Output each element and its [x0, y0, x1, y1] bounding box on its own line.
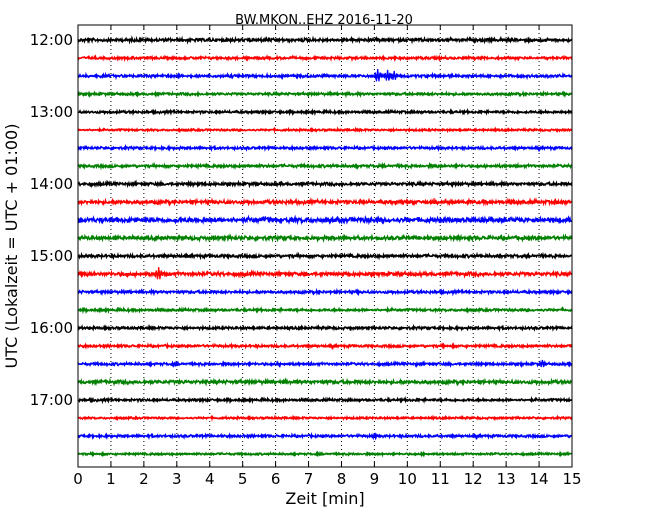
trace-1430 — [77, 214, 573, 226]
event-spike — [154, 266, 163, 280]
trace-1700 — [77, 395, 573, 405]
x-tick-label: 4 — [205, 470, 215, 488]
y-tick-label: 16:00 — [30, 319, 73, 337]
trace-1730 — [77, 431, 573, 441]
trace-1245 — [77, 89, 573, 99]
x-tick-label: 8 — [337, 470, 347, 488]
grid-lines — [110, 25, 540, 467]
trace-1330 — [77, 143, 573, 153]
trace-1230 — [77, 71, 573, 81]
seismic-traces — [77, 35, 573, 458]
x-tick-label: 5 — [238, 470, 248, 488]
x-tick-label: 9 — [370, 470, 380, 488]
x-tick-label: 2 — [139, 470, 149, 488]
trace-1315 — [77, 126, 573, 134]
y-axis-label: UTC (Lokalzeit = UTC + 01:00) — [2, 124, 21, 369]
trace-1445 — [77, 233, 573, 243]
trace-1645 — [77, 377, 573, 387]
event-spike — [538, 359, 547, 368]
trace-1500 — [77, 251, 573, 261]
trace-1545 — [77, 305, 573, 315]
x-tick-label: 14 — [530, 470, 549, 488]
y-tick-label: 17:00 — [30, 391, 73, 409]
x-tick-label: 12 — [464, 470, 483, 488]
x-tick-label: 11 — [431, 470, 450, 488]
trace-1630 — [77, 360, 573, 369]
x-tick-label: 7 — [304, 470, 314, 488]
x-tick-label: 3 — [172, 470, 182, 488]
x-axis-label: Zeit [min] — [285, 489, 364, 508]
x-tick-label: 0 — [73, 470, 83, 488]
trace-1300 — [77, 108, 573, 117]
y-tick-label: 13:00 — [30, 103, 73, 121]
trace-1715 — [77, 414, 573, 422]
trace-1515 — [77, 269, 573, 279]
y-axis-ticks: 12:00 13:00 14:00 15:00 16:00 17:00 — [30, 31, 572, 409]
x-tick-label: 10 — [398, 470, 417, 488]
y-tick-label: 15:00 — [30, 247, 73, 265]
plot-frame — [77, 24, 573, 468]
trace-1200 — [77, 35, 573, 45]
x-tick-label: 15 — [562, 470, 581, 488]
trace-1345 — [77, 161, 573, 171]
trace-1400 — [77, 179, 573, 189]
trace-1415 — [77, 197, 573, 207]
trace-1215 — [77, 54, 573, 63]
x-tick-label: 6 — [271, 470, 281, 488]
trace-1615 — [77, 341, 573, 351]
event-spike — [373, 68, 382, 82]
trace-1745 — [77, 450, 573, 458]
x-axis-ticks: 0 1 2 3 4 5 6 7 8 9 10 11 12 13 14 15 — [73, 25, 582, 488]
x-tick-label: 13 — [497, 470, 516, 488]
trace-1600 — [77, 323, 573, 333]
event-spike — [370, 432, 379, 441]
y-tick-label: 12:00 — [30, 31, 73, 49]
trace-1530 — [77, 287, 573, 297]
x-tick-label: 1 — [106, 470, 116, 488]
event-spike — [383, 69, 392, 81]
event-spike — [390, 70, 399, 80]
chart-title: BW.MKON..EHZ 2016-11-20 — [235, 13, 413, 28]
y-tick-label: 14:00 — [30, 175, 73, 193]
